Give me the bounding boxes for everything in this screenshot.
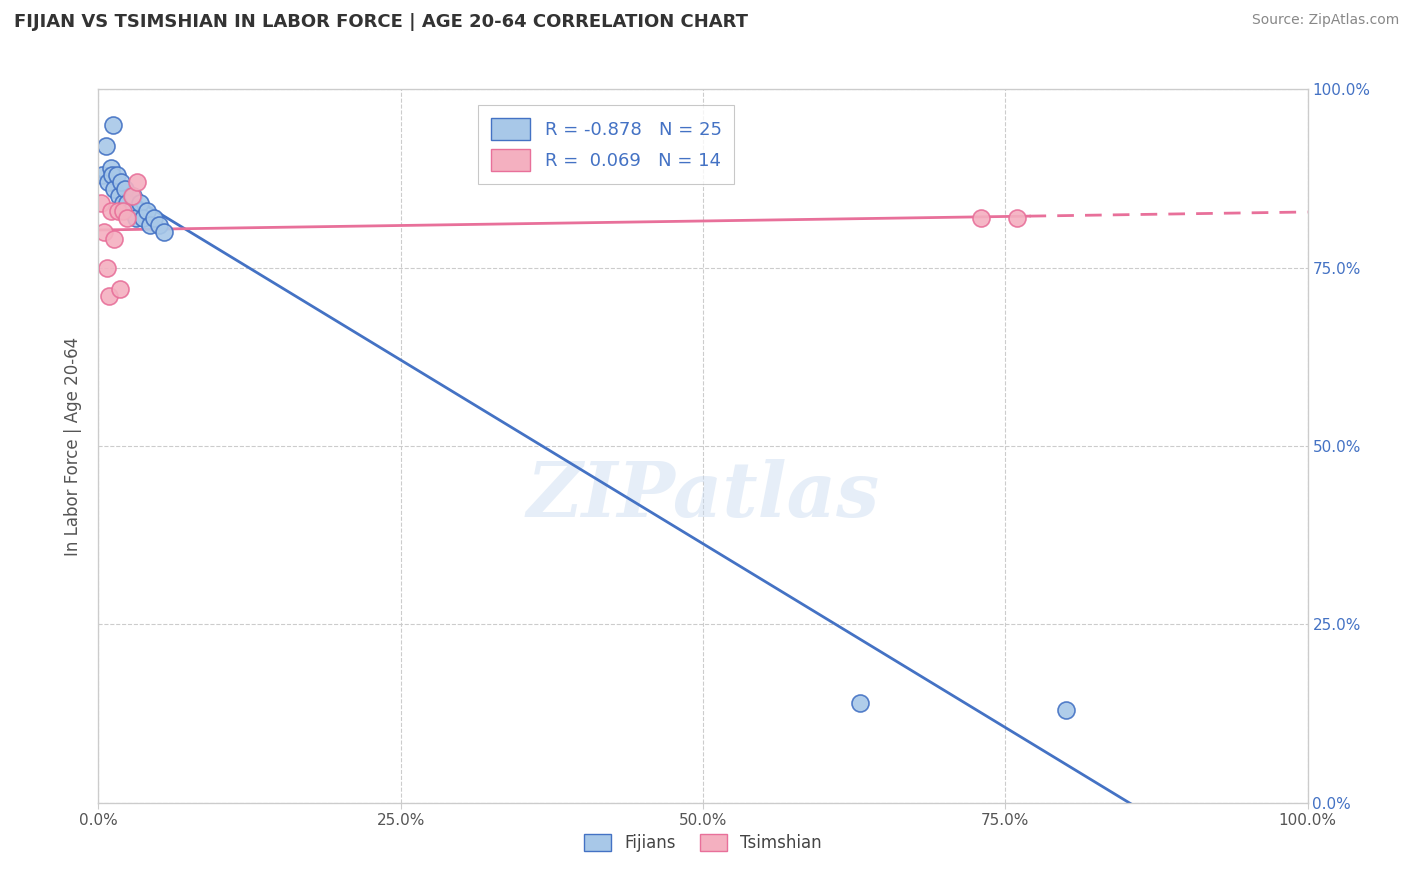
Point (101, 118, 124, 132)
Point (122, 189, 145, 203)
Point (970, 211, 993, 225)
Point (107, 203, 129, 218)
Point (100, 168, 122, 182)
Point (1007, 211, 1029, 225)
Point (125, 211, 148, 225)
Point (148, 218, 170, 232)
Point (117, 211, 139, 225)
Text: Source: ZipAtlas.com: Source: ZipAtlas.com (1251, 13, 1399, 28)
Point (110, 175, 132, 189)
Y-axis label: In Labor Force | Age 20-64: In Labor Force | Age 20-64 (65, 336, 83, 556)
Point (108, 189, 131, 203)
Point (103, 232, 125, 246)
Point (103, 182, 125, 196)
Point (132, 211, 155, 225)
Point (98, 289, 121, 303)
Point (91, 168, 114, 182)
Text: FIJIAN VS TSIMSHIAN IN LABOR FORCE | AGE 20-64 CORRELATION CHART: FIJIAN VS TSIMSHIAN IN LABOR FORCE | AGE… (14, 13, 748, 31)
Point (100, 161, 122, 175)
Point (128, 196, 150, 211)
Point (111, 203, 134, 218)
Text: ZIPatlas: ZIPatlas (526, 459, 880, 533)
Point (111, 196, 134, 211)
Point (118, 203, 141, 218)
Point (117, 196, 139, 211)
Point (97, 175, 120, 189)
Legend: Fijians, Tsimshian: Fijians, Tsimshian (578, 827, 828, 859)
Point (127, 175, 149, 189)
Point (135, 203, 157, 218)
Point (114, 182, 136, 196)
Point (121, 189, 143, 203)
Point (108, 282, 131, 296)
Point (143, 211, 166, 225)
Point (94, 139, 117, 153)
Point (139, 218, 162, 232)
Point (1054, 703, 1077, 717)
Point (93, 225, 115, 239)
Point (100, 203, 122, 218)
Point (152, 225, 174, 239)
Point (90, 196, 112, 211)
Point (849, 696, 872, 710)
Point (96, 260, 118, 275)
Point (105, 168, 128, 182)
